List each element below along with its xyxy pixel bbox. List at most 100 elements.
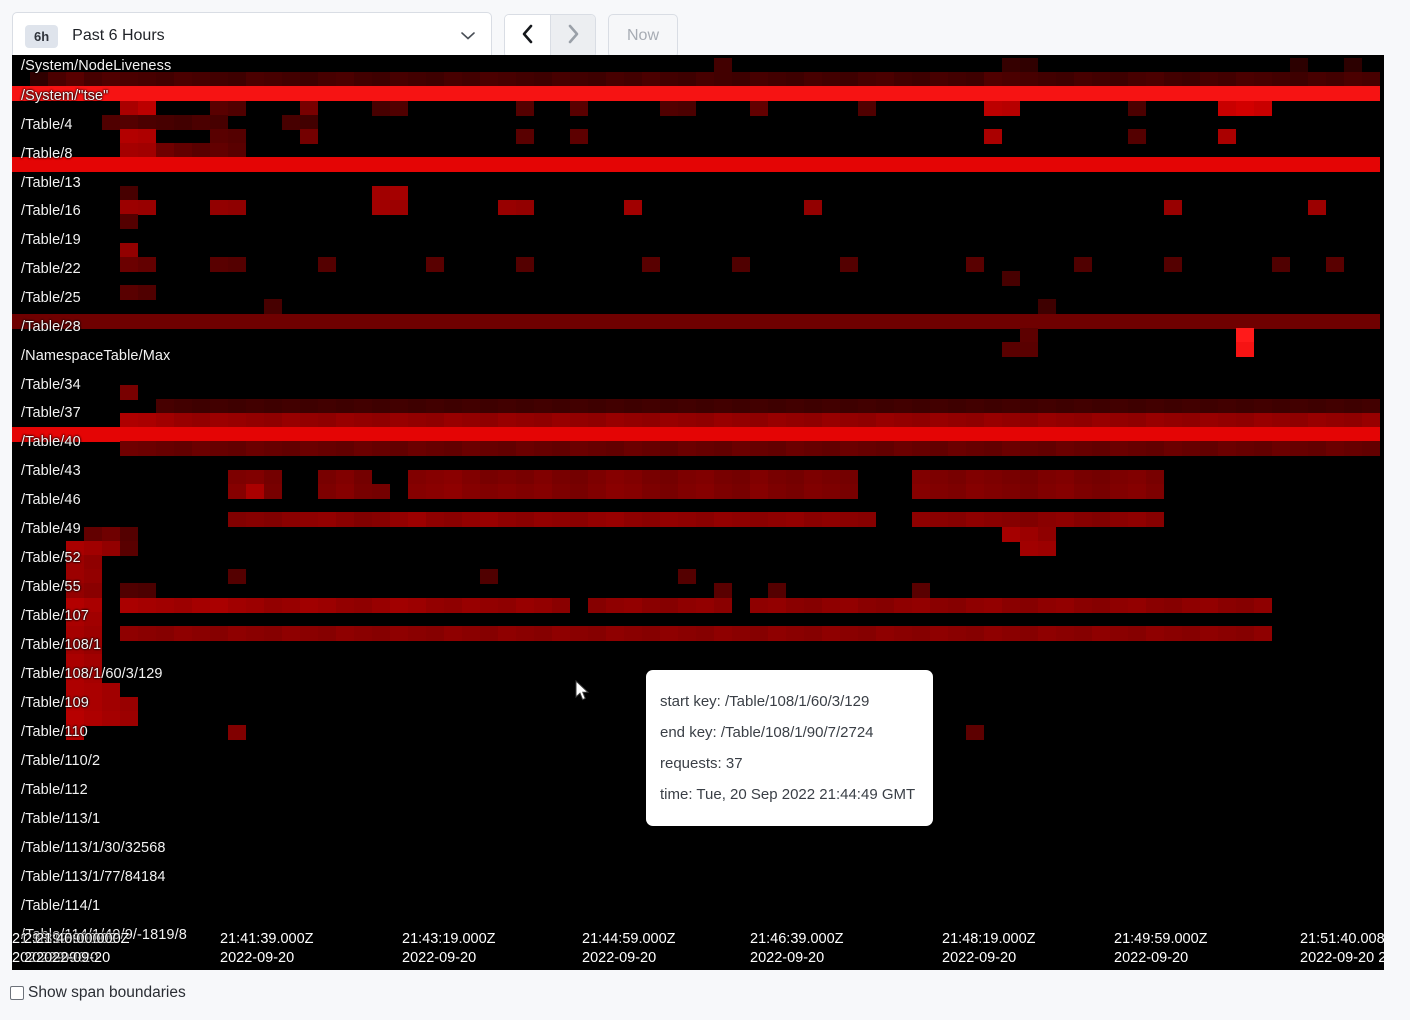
heatmap-cell[interactable] xyxy=(462,597,480,613)
heatmap-cell[interactable] xyxy=(822,427,840,443)
heatmap-cell[interactable] xyxy=(912,72,930,88)
heatmap-cell[interactable] xyxy=(1272,72,1290,88)
heatmap-cell[interactable] xyxy=(894,72,912,88)
heatmap-cell[interactable] xyxy=(588,469,606,485)
heatmap-cell[interactable] xyxy=(1092,441,1110,457)
heatmap-cell[interactable] xyxy=(1146,313,1164,329)
heatmap-cell[interactable] xyxy=(534,313,552,329)
heatmap-cell[interactable] xyxy=(966,441,984,457)
heatmap-cell[interactable] xyxy=(426,512,444,528)
heatmap-cell[interactable] xyxy=(246,441,264,457)
heatmap-cell[interactable] xyxy=(822,512,840,528)
heatmap-cell[interactable] xyxy=(444,86,462,102)
heatmap-cell[interactable] xyxy=(246,72,264,88)
heatmap-cell[interactable] xyxy=(354,157,372,173)
heatmap-cell[interactable] xyxy=(1218,413,1236,428)
heatmap-cell[interactable] xyxy=(516,484,534,499)
heatmap-cell[interactable] xyxy=(228,427,246,443)
heatmap-cell[interactable] xyxy=(696,512,714,528)
heatmap-cell[interactable] xyxy=(426,626,444,641)
heatmap-cell[interactable] xyxy=(300,427,318,443)
heatmap-cell[interactable] xyxy=(228,725,246,741)
heatmap-cell[interactable] xyxy=(930,484,948,499)
heatmap-cell[interactable] xyxy=(1218,313,1236,329)
heatmap-cell[interactable] xyxy=(1164,427,1182,443)
heatmap-cell[interactable] xyxy=(822,597,840,613)
heatmap-cell[interactable] xyxy=(678,313,696,329)
heatmap-cell[interactable] xyxy=(624,86,642,102)
heatmap-cell[interactable] xyxy=(894,597,912,613)
heatmap-cell[interactable] xyxy=(138,285,156,301)
heatmap-cell[interactable] xyxy=(1146,469,1164,485)
heatmap-cell[interactable] xyxy=(912,484,930,499)
heatmap-cell[interactable] xyxy=(174,72,192,88)
heatmap-cell[interactable] xyxy=(1200,72,1218,88)
heatmap-cell[interactable] xyxy=(318,398,336,414)
heatmap-cell[interactable] xyxy=(390,512,408,528)
heatmap-cell[interactable] xyxy=(1146,398,1164,414)
heatmap-cell[interactable] xyxy=(1074,256,1092,272)
heatmap-cell[interactable] xyxy=(570,86,588,102)
heatmap-cell[interactable] xyxy=(516,100,534,116)
heatmap-cell[interactable] xyxy=(894,157,912,173)
heatmap-cell[interactable] xyxy=(444,597,462,613)
heatmap-cell[interactable] xyxy=(912,512,930,528)
heatmap-cell[interactable] xyxy=(408,512,426,528)
heatmap-cell[interactable] xyxy=(984,469,1002,485)
heatmap-cell[interactable] xyxy=(210,313,228,329)
heatmap-cell[interactable] xyxy=(660,413,678,428)
heatmap-cell[interactable] xyxy=(786,86,804,102)
heatmap-cell[interactable] xyxy=(372,512,390,528)
heatmap-cell[interactable] xyxy=(606,597,624,613)
heatmap-cell[interactable] xyxy=(354,441,372,457)
heatmap-cell[interactable] xyxy=(714,427,732,443)
heatmap-cell[interactable] xyxy=(408,441,426,457)
heatmap-cell[interactable] xyxy=(120,413,138,428)
heatmap-cell[interactable] xyxy=(498,200,516,215)
heatmap-cell[interactable] xyxy=(1236,327,1254,343)
heatmap-cell[interactable] xyxy=(1326,398,1344,414)
heatmap-cell[interactable] xyxy=(1344,72,1362,88)
heatmap-cell[interactable] xyxy=(390,413,408,428)
heatmap-cell[interactable] xyxy=(1092,427,1110,443)
heatmap-cell[interactable] xyxy=(444,427,462,443)
heatmap-cell[interactable] xyxy=(1110,86,1128,102)
heatmap-cell[interactable] xyxy=(264,398,282,414)
heatmap-cell[interactable] xyxy=(1236,86,1254,102)
heatmap-cell[interactable] xyxy=(480,469,498,485)
heatmap-cell[interactable] xyxy=(786,512,804,528)
heatmap-cell[interactable] xyxy=(714,398,732,414)
heatmap-cell[interactable] xyxy=(120,86,138,102)
heatmap-cell[interactable] xyxy=(930,626,948,641)
heatmap-cell[interactable] xyxy=(804,484,822,499)
heatmap-cell[interactable] xyxy=(570,313,588,329)
heatmap-cell[interactable] xyxy=(678,100,696,116)
heatmap-cell[interactable] xyxy=(138,200,156,215)
heatmap-cell[interactable] xyxy=(642,413,660,428)
heatmap-cell[interactable] xyxy=(1074,313,1092,329)
heatmap-cell[interactable] xyxy=(1056,313,1074,329)
heatmap-cell[interactable] xyxy=(1254,597,1272,613)
heatmap-cell[interactable] xyxy=(1020,441,1038,457)
heatmap-cell[interactable] xyxy=(210,143,228,159)
heatmap-cell[interactable] xyxy=(30,86,48,102)
heatmap-cell[interactable] xyxy=(1110,313,1128,329)
heatmap-cell[interactable] xyxy=(1362,441,1380,457)
heatmap-cell[interactable] xyxy=(1020,342,1038,357)
heatmap-cell[interactable] xyxy=(1038,540,1056,556)
heatmap-cell[interactable] xyxy=(1344,58,1362,73)
heatmap-cell[interactable] xyxy=(804,626,822,641)
heatmap-cell[interactable] xyxy=(462,484,480,499)
heatmap-cell[interactable] xyxy=(552,484,570,499)
heatmap-cell[interactable] xyxy=(624,427,642,443)
heatmap-cell[interactable] xyxy=(426,469,444,485)
heatmap-cell[interactable] xyxy=(1254,398,1272,414)
heatmap-cell[interactable] xyxy=(1074,398,1092,414)
heatmap-cell[interactable] xyxy=(318,86,336,102)
heatmap-cell[interactable] xyxy=(768,398,786,414)
heatmap-cell[interactable] xyxy=(174,441,192,457)
heatmap-cell[interactable] xyxy=(462,72,480,88)
heatmap-cell[interactable] xyxy=(678,512,696,528)
heatmap-cell[interactable] xyxy=(174,157,192,173)
heatmap-cell[interactable] xyxy=(228,129,246,144)
